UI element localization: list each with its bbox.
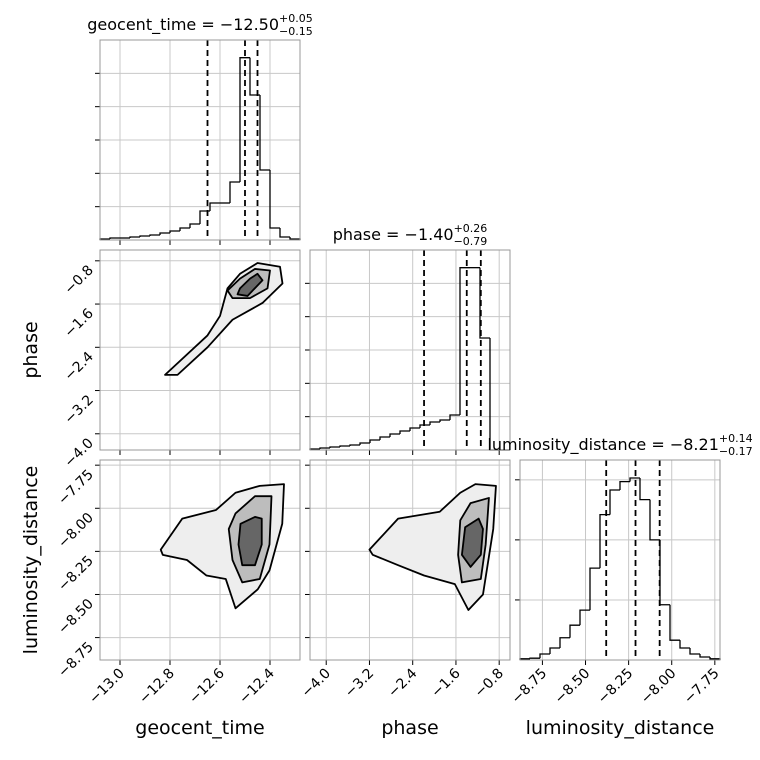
histogram-bin — [609, 489, 620, 515]
histogram-bin — [319, 447, 330, 449]
x-tick-label: −3.2 — [342, 666, 377, 701]
x-tick-label: −2.4 — [385, 665, 420, 700]
y-tick-label: −8.50 — [55, 596, 97, 638]
x-tick-label: −7.75 — [681, 666, 723, 708]
histogram-bin — [239, 57, 250, 182]
histogram-bin — [279, 228, 290, 238]
title-sub: −0.15 — [279, 25, 313, 38]
panel-frame — [99, 39, 301, 241]
histogram-bin — [159, 232, 170, 235]
histogram-bin — [589, 567, 600, 611]
contour — [460, 517, 484, 568]
histogram-bin — [579, 609, 590, 626]
y-axis-label: phase — [20, 321, 42, 378]
contour — [236, 272, 264, 297]
y-tick-label: −3.2 — [61, 392, 96, 427]
histogram-bin — [559, 637, 570, 648]
y-tick-label: −1.6 — [61, 306, 96, 341]
y-tick-label: −4.0 — [61, 435, 96, 470]
panel-frame — [309, 459, 511, 661]
histogram-bin — [619, 480, 630, 491]
title-sup: +0.26 — [454, 222, 488, 235]
x-tick-label: −0.8 — [472, 666, 507, 701]
x-axis-label: phase — [381, 717, 438, 739]
panel-title: luminosity_distance = −8.21+0.14 −0.17 — [487, 432, 752, 458]
x-tick-label: −12.4 — [236, 665, 278, 707]
title-main: luminosity_distance = −8.21 — [487, 435, 718, 455]
histogram-bin — [449, 414, 460, 420]
histogram-bin — [459, 267, 470, 415]
histogram-bin — [369, 439, 380, 443]
panel-frame — [519, 459, 721, 661]
title-main: phase = −1.40 — [333, 225, 454, 244]
x-axis-label: geocent_time — [135, 717, 264, 739]
y-axis-label: luminosity_distance — [20, 466, 42, 655]
x-tick-label: −8.75 — [509, 666, 551, 708]
panel-title: geocent_time = −12.50+0.05 −0.15 — [87, 12, 313, 38]
title-sup: +0.14 — [719, 432, 753, 445]
panel-frame — [99, 249, 301, 451]
histogram-bin — [629, 477, 640, 482]
y-tick-label: −0.8 — [61, 262, 96, 297]
y-tick-label: −7.75 — [55, 467, 97, 509]
histogram-bin — [149, 234, 160, 236]
histogram-bin — [169, 230, 180, 233]
y-tick-label: −2.4 — [61, 349, 96, 384]
histogram-bin — [189, 223, 200, 228]
title-sup: +0.05 — [279, 12, 313, 25]
contour — [237, 515, 263, 567]
x-tick-label: −1.6 — [428, 665, 463, 700]
histogram-bin — [229, 181, 240, 203]
x-tick-label: −8.25 — [595, 666, 637, 708]
y-tick-label: −8.75 — [55, 639, 97, 681]
title-main: geocent_time = −12.50 — [87, 15, 279, 35]
y-tick-label: −8.25 — [55, 553, 97, 595]
x-axis-label: luminosity_distance — [526, 717, 715, 739]
histogram-bin — [529, 657, 540, 659]
histogram-bin — [539, 653, 550, 659]
histogram-bin — [269, 170, 280, 229]
histogram-bin — [639, 478, 650, 501]
histogram-bin — [409, 427, 420, 431]
title-sub: −0.79 — [454, 235, 488, 248]
x-tick-label: −12.6 — [186, 665, 228, 707]
histogram-bin — [109, 237, 120, 239]
histogram-bin — [179, 227, 190, 231]
histogram-bin — [349, 444, 360, 446]
panel-frame — [99, 459, 301, 661]
histogram-bin — [569, 624, 580, 638]
x-tick-label: −12.8 — [136, 666, 178, 708]
histogram-bin — [679, 640, 690, 649]
histogram-bin — [329, 446, 340, 448]
panel-background — [520, 460, 720, 660]
histogram-bin — [699, 653, 710, 658]
x-tick-label: −13.0 — [86, 666, 128, 708]
y-tick-label: −8.00 — [55, 510, 97, 552]
histogram-bin — [399, 430, 410, 434]
panel-title: phase = −1.40+0.26 −0.79 — [333, 222, 488, 248]
histogram-bin — [549, 647, 560, 654]
title-sub: −0.17 — [719, 445, 753, 458]
histogram-bin — [379, 436, 390, 440]
histogram-bin — [259, 95, 270, 171]
histogram-bin — [209, 202, 220, 211]
histogram-bin — [689, 647, 700, 655]
histogram-bin — [359, 442, 370, 445]
histogram-bin — [419, 424, 430, 428]
histogram-bin — [139, 235, 150, 237]
histogram-bin — [129, 236, 140, 238]
panel-frame — [309, 249, 511, 451]
histogram-bin — [669, 604, 680, 641]
x-tick-label: −8.50 — [552, 666, 594, 708]
x-tick-label: −8.00 — [638, 666, 680, 708]
histogram-bin — [649, 499, 660, 541]
histogram-bin — [439, 419, 450, 422]
histogram-bin — [339, 445, 350, 447]
x-tick-label: −4.0 — [299, 666, 334, 701]
histogram-bin — [389, 433, 400, 437]
histogram-bin — [429, 421, 440, 425]
